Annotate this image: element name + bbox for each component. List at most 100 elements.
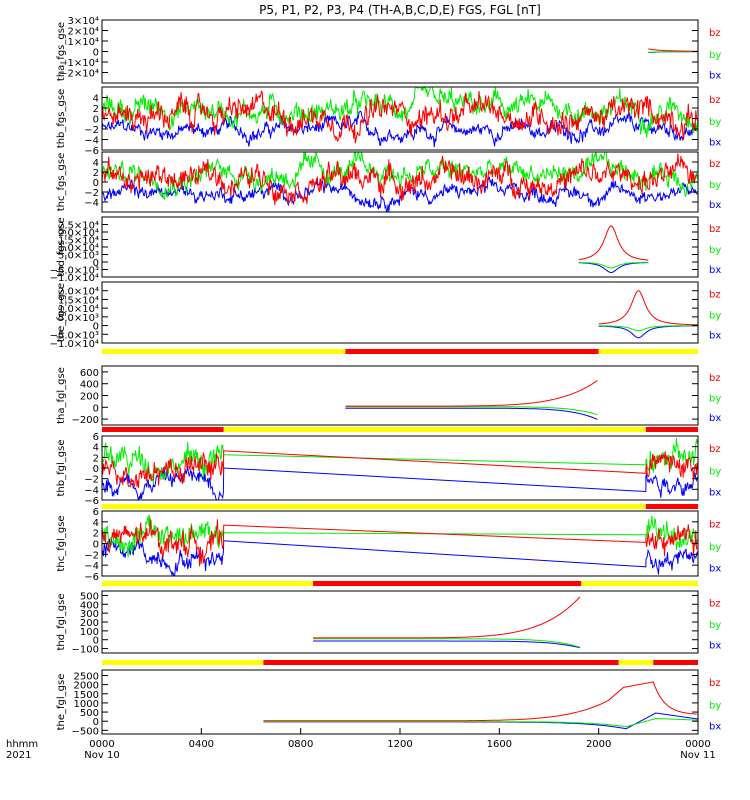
x-tick-label: 1200 — [387, 739, 412, 750]
y-tick-label: 400 — [80, 600, 99, 611]
y-axis-label: the_fgl_gse — [56, 674, 67, 731]
y-tick-label: −5.0×10³ — [50, 266, 99, 277]
legend-bz: bz — [709, 519, 721, 530]
series-bx — [345, 407, 598, 420]
legend-by: by — [709, 393, 721, 404]
y-axis-label: thd_fgs_gse — [56, 217, 67, 276]
y-tick-label: 4 — [93, 94, 99, 105]
status-segment-ok — [223, 427, 646, 432]
series-by — [598, 325, 698, 332]
series-bz — [598, 290, 698, 326]
legend-by: by — [709, 466, 721, 477]
series-bx — [102, 176, 698, 212]
series-group — [102, 515, 698, 576]
y-tick-label: 2 — [93, 168, 99, 179]
series-bx — [102, 110, 698, 148]
y-axis-label: thb_fgs_gse — [56, 89, 67, 148]
legend-by: by — [709, 620, 721, 631]
y-tick-label: −2 — [84, 475, 99, 486]
legend-by: by — [709, 700, 721, 711]
series-by — [102, 152, 698, 201]
y-tick-label: 100 — [80, 627, 99, 638]
y-tick-label: 5.0×10³ — [58, 313, 99, 324]
y-tick-label: 300 — [80, 609, 99, 620]
panel-frame — [101, 435, 699, 501]
series-group — [102, 87, 698, 148]
y-axis-label: the_fgs_gse — [56, 283, 67, 342]
y-axis-label: tha_fgs_gse — [56, 22, 67, 81]
status-segment-gap — [263, 660, 619, 665]
y-axis: 420−2−4 — [84, 158, 698, 209]
legend-bz: bz — [709, 289, 721, 300]
y-tick-label: 0 — [93, 464, 99, 475]
legend-bz: bz — [709, 444, 721, 455]
status-segment-ok — [102, 504, 646, 509]
y-tick-label: 1000 — [74, 699, 99, 710]
y-tick-label: 2.5×10⁴ — [58, 221, 99, 232]
series-bz — [313, 596, 581, 639]
status-bar — [102, 581, 698, 586]
status-segment-ok — [102, 349, 346, 354]
series-by — [102, 515, 698, 558]
legend-bz: bz — [709, 28, 721, 39]
y-tick-label: 2500 — [74, 671, 99, 682]
legend-by: by — [709, 542, 721, 553]
x-tick-date: Nov 11 — [680, 750, 715, 761]
y-tick-label: 0 — [93, 322, 99, 333]
x-tick-label: 0400 — [189, 739, 214, 750]
y-tick-label: 0 — [93, 636, 99, 647]
status-segment-ok — [102, 581, 314, 586]
y-tick-label: −4 — [84, 198, 99, 209]
y-tick-label: −4 — [84, 561, 99, 572]
legend-by: by — [709, 180, 721, 191]
chart-title: P5, P1, P2, P3, P4 (TH-A,B,C,D,E) FGS, F… — [259, 3, 541, 17]
y-tick-label: 1.5×10⁴ — [58, 295, 99, 306]
panel-frame — [101, 19, 699, 84]
y-tick-label: 1.0×10⁴ — [58, 304, 99, 315]
legend: bz by bx — [709, 444, 721, 499]
legend: bz by bx — [709, 599, 721, 652]
series-group — [345, 380, 598, 420]
y-tick-label: −5.0×10³ — [50, 330, 99, 341]
y-tick-label: 0 — [93, 717, 99, 728]
series-by — [102, 438, 698, 484]
y-axis: 2.0×10⁴1.5×10⁴1.0×10⁴5.0×10³0−5.0×10³−1.… — [50, 287, 698, 350]
status-segment-ok — [581, 581, 698, 586]
y-tick-label: 0 — [93, 115, 99, 126]
status-segment-gap — [102, 427, 224, 432]
status-segment-gap — [653, 660, 698, 665]
y-tick-label: 400 — [80, 380, 99, 391]
x-tick-label: 1600 — [487, 739, 512, 750]
series-bx — [102, 538, 698, 576]
y-tick-label: −100 — [72, 645, 99, 656]
y-tick-label: −6 — [84, 572, 99, 583]
y-tick-label: 1.5×10⁴ — [58, 236, 99, 247]
y-tick-label: 2 — [93, 453, 99, 464]
y-axis-label: tha_fgl_gse — [56, 367, 67, 424]
y-tick-label: 5.0×10³ — [58, 251, 99, 262]
y-tick-label: 6 — [93, 507, 99, 518]
y-tick-label: −1.0×10⁴ — [50, 273, 99, 284]
x-tick-label: 0800 — [288, 739, 313, 750]
y-tick-label: 3×10⁴ — [68, 16, 99, 27]
series-by — [313, 638, 581, 648]
series-group — [578, 225, 649, 273]
series-by — [345, 406, 598, 416]
panel-frame — [101, 281, 699, 344]
series-by — [578, 261, 649, 269]
legend: bz by bx — [709, 519, 721, 574]
status-segment-ok — [598, 349, 698, 354]
y-tick-label: −2 — [84, 125, 99, 136]
legend: bz by bx — [709, 678, 721, 733]
y-axis-label: thc_fgl_gse — [56, 515, 67, 571]
y-tick-label: −500 — [72, 726, 99, 737]
legend-bx: bx — [709, 331, 721, 342]
x-tick-date: Nov 10 — [84, 750, 119, 761]
series-group — [102, 438, 698, 500]
